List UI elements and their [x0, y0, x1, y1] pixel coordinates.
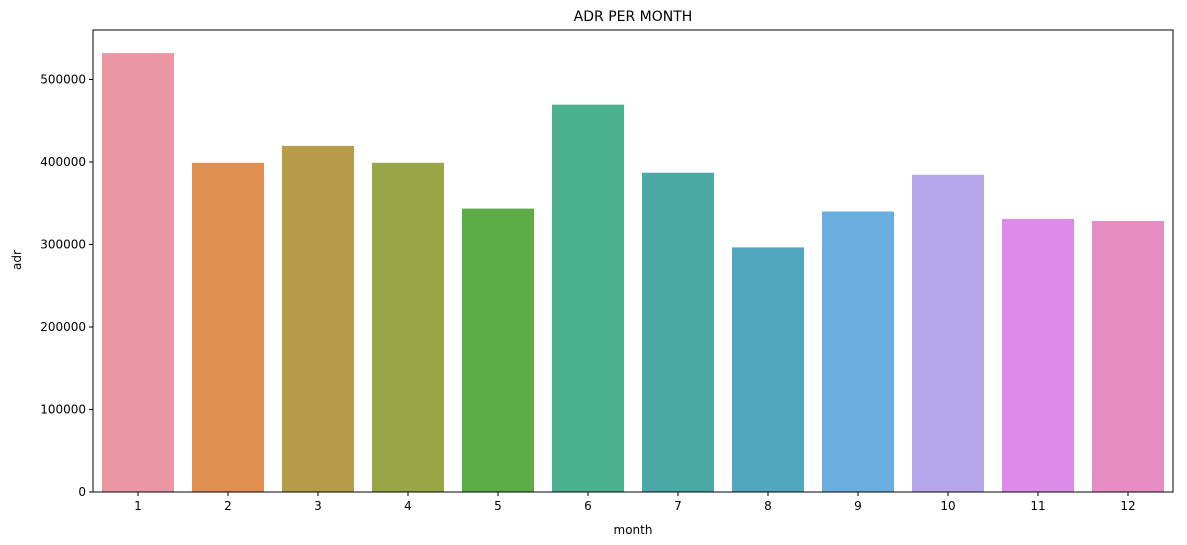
bar-month-1: [102, 53, 174, 492]
bar-month-3: [282, 145, 354, 492]
chart-title: ADR PER MONTH: [574, 9, 693, 25]
y-tick-label: 100000: [40, 403, 86, 417]
y-tick-label: 0: [78, 485, 86, 499]
x-axis-ticks: 1 2 3 4 5 6 7 8 9 10 11 12: [134, 492, 1136, 513]
x-tick-label: 5: [494, 499, 502, 513]
bar-month-7: [642, 172, 714, 492]
y-axis-label: adr: [10, 250, 24, 270]
y-tick-label: 200000: [40, 320, 86, 334]
y-tick-label: 300000: [40, 238, 86, 252]
x-tick-label: 1: [134, 499, 142, 513]
plot-frame: [92, 29, 1174, 493]
y-axis-ticks: 0 100000 200000 300000 400000 500000: [40, 73, 93, 499]
x-tick-label: 7: [674, 499, 682, 513]
bar-month-2: [192, 162, 264, 492]
bar-month-8: [732, 247, 804, 492]
bar-month-9: [822, 211, 894, 492]
bar-month-11: [1002, 218, 1074, 493]
bar-month-12: [1092, 220, 1164, 493]
x-tick-label: 8: [764, 499, 772, 513]
x-tick-label: 9: [854, 499, 862, 513]
x-tick-label: 3: [314, 499, 322, 513]
y-tick-label: 400000: [40, 155, 86, 169]
x-tick-label: 6: [584, 499, 592, 513]
x-tick-label: 12: [1120, 499, 1135, 513]
bar-month-6: [552, 104, 624, 492]
x-axis-label: month: [614, 523, 653, 537]
y-tick-label: 500000: [40, 73, 86, 87]
x-tick-label: 4: [404, 499, 412, 513]
bar-month-5: [462, 208, 534, 493]
x-tick-label: 11: [1030, 499, 1045, 513]
bar-month-10: [912, 174, 984, 492]
bars: [102, 53, 1164, 493]
bar-month-4: [372, 162, 444, 492]
x-tick-label: 10: [940, 499, 955, 513]
x-tick-label: 2: [224, 499, 232, 513]
